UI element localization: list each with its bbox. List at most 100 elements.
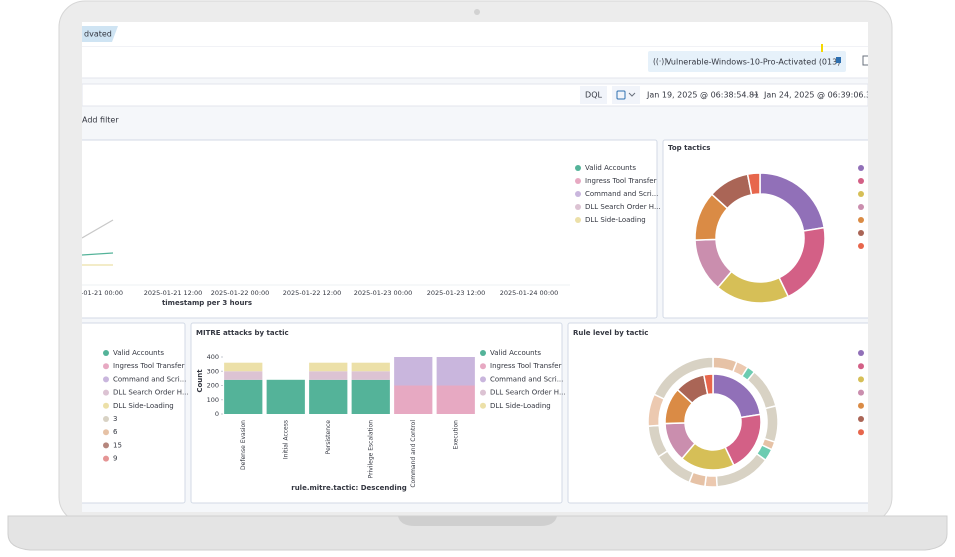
legend-label: DLL Side-Loading bbox=[490, 402, 551, 410]
y-tick-label: 100 bbox=[207, 396, 219, 404]
legend-swatch bbox=[858, 376, 864, 383]
legend-swatch bbox=[103, 350, 109, 356]
legend-swatch bbox=[480, 389, 486, 396]
timeline-x-label: 2025-01-21 12:00 bbox=[144, 289, 203, 297]
bar-segment bbox=[309, 379, 348, 414]
timeline-line bbox=[82, 252, 114, 256]
legend-swatch bbox=[858, 191, 864, 197]
timeline-line bbox=[82, 219, 114, 239]
tab-label: dvated bbox=[84, 30, 112, 39]
cursor-marker bbox=[821, 44, 823, 52]
legend-label: Valid Accounts bbox=[113, 349, 164, 357]
legend-label: 3 bbox=[113, 415, 117, 423]
legend-label: DLL Search Order H... bbox=[113, 389, 189, 397]
x-tick-label: Persistence bbox=[325, 420, 332, 455]
legend-swatch bbox=[103, 416, 109, 422]
timeline-x-label: 2025-01-23 12:00 bbox=[427, 289, 486, 297]
donut-slice bbox=[702, 373, 714, 396]
y-tick-label: 300 bbox=[207, 367, 219, 375]
legend-swatch bbox=[575, 191, 581, 197]
timeline-x-label: 2025-01-23 00:00 bbox=[354, 289, 413, 297]
top-tactics-title: Top tactics bbox=[668, 144, 710, 152]
bar-segment bbox=[309, 362, 348, 372]
legend-label: DLL Side-Loading bbox=[585, 216, 646, 224]
screen: dvated ((·)) Vulnerable-Windows-10-Pro-A… bbox=[77, 22, 876, 512]
legend-swatch bbox=[575, 165, 581, 171]
legend-label: Valid Accounts bbox=[585, 164, 636, 172]
mitre-y-label: Count bbox=[196, 369, 204, 393]
rule-level-title: Rule level by tactic bbox=[573, 329, 648, 337]
legend-swatch bbox=[480, 376, 486, 383]
mitre-x-axis-title: rule.mitre.tactic: Descending bbox=[291, 484, 407, 492]
x-tick-label: Defense Evasion bbox=[240, 420, 247, 470]
calendar-icon bbox=[616, 90, 626, 100]
legend-label: Ingress Tool Transfer bbox=[585, 177, 657, 185]
x-tick-label: Execution bbox=[452, 420, 459, 450]
timeline-x-label: 2025-01-24 00:00 bbox=[500, 289, 559, 297]
legend-swatch bbox=[575, 178, 581, 184]
legend-swatch bbox=[858, 165, 864, 171]
legend-swatch bbox=[103, 363, 109, 370]
legend-swatch bbox=[103, 442, 109, 449]
bar-segment bbox=[436, 385, 475, 414]
legend-label: DLL Search Order H... bbox=[585, 203, 661, 211]
chevron bbox=[628, 92, 636, 97]
tab-bar bbox=[82, 22, 868, 47]
legend-swatch bbox=[103, 429, 109, 436]
date-picker-button[interactable] bbox=[612, 86, 640, 104]
add-filter[interactable]: Add filter bbox=[82, 116, 119, 125]
legend-swatch bbox=[103, 402, 109, 409]
camera bbox=[474, 9, 480, 15]
mitre-title: MITRE attacks by tactic bbox=[196, 329, 289, 337]
laptop-base bbox=[7, 515, 948, 551]
y-tick-label: 400 bbox=[207, 353, 219, 361]
legend-label: Ingress Tool Transfer bbox=[113, 362, 185, 370]
legend-swatch bbox=[858, 217, 864, 223]
legend-swatch bbox=[858, 350, 864, 356]
index-pattern-label: Vulnerable-Windows-10-Pro-Activated (013… bbox=[666, 58, 840, 67]
legend-swatch bbox=[858, 363, 864, 370]
legend-label: Valid Accounts bbox=[490, 349, 541, 357]
legend-label: Ingress Tool Transfer bbox=[490, 362, 562, 370]
legend-swatch bbox=[858, 230, 864, 236]
timeline-x-axis-title: timestamp per 3 hours bbox=[162, 299, 252, 307]
legend-swatch bbox=[480, 363, 486, 370]
legend-label: Command and Scri... bbox=[585, 190, 658, 198]
legend-swatch bbox=[575, 217, 581, 223]
time-to[interactable]: Jan 24, 2025 @ 06:39:06.30 bbox=[763, 91, 876, 100]
timeline-x-label: 5-01-21 00:00 bbox=[77, 289, 123, 297]
legend-swatch bbox=[103, 389, 109, 396]
legend-swatch bbox=[480, 350, 486, 356]
legend-swatch bbox=[858, 416, 864, 422]
dql-label: DQL bbox=[585, 91, 602, 100]
index-pattern-button[interactable] bbox=[648, 51, 846, 72]
legend-swatch bbox=[858, 243, 864, 249]
legend-swatch bbox=[103, 455, 109, 462]
bar-segment bbox=[394, 385, 433, 414]
legend-swatch bbox=[858, 178, 864, 184]
legend-label: 9 bbox=[113, 455, 117, 463]
time-arrow: → bbox=[752, 91, 759, 100]
x-tick-label: Command and Control bbox=[410, 420, 417, 488]
pin-icon bbox=[836, 57, 841, 63]
bar-segment bbox=[351, 379, 390, 414]
timeline-x-label: 2025-01-22 00:00 bbox=[211, 289, 270, 297]
time-from[interactable]: Jan 19, 2025 @ 06:38:54.81 bbox=[646, 91, 759, 100]
bar-segment bbox=[224, 371, 263, 380]
bar-segment bbox=[224, 379, 263, 414]
panel-rule-level bbox=[567, 322, 868, 504]
bar-segment bbox=[309, 371, 348, 380]
legend-swatch bbox=[858, 429, 864, 436]
legend-label: Command and Scri... bbox=[113, 375, 186, 383]
bar-segment bbox=[351, 371, 390, 380]
tab bbox=[82, 26, 118, 42]
doc-icon bbox=[862, 55, 868, 66]
legend-label: 15 bbox=[113, 441, 122, 449]
laptop-notch bbox=[398, 516, 557, 526]
timeline-x-label: 2025-01-22 12:00 bbox=[283, 289, 342, 297]
legend-swatch bbox=[858, 402, 864, 409]
dql-button[interactable] bbox=[580, 86, 607, 104]
query-bar[interactable] bbox=[82, 83, 868, 107]
legend-swatch bbox=[480, 402, 486, 409]
panel-timeline bbox=[82, 139, 658, 319]
